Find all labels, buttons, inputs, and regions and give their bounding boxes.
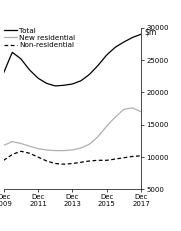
Text: $m: $m: [144, 28, 156, 37]
Legend: Total, New residential, Non-residential: Total, New residential, Non-residential: [4, 28, 75, 48]
